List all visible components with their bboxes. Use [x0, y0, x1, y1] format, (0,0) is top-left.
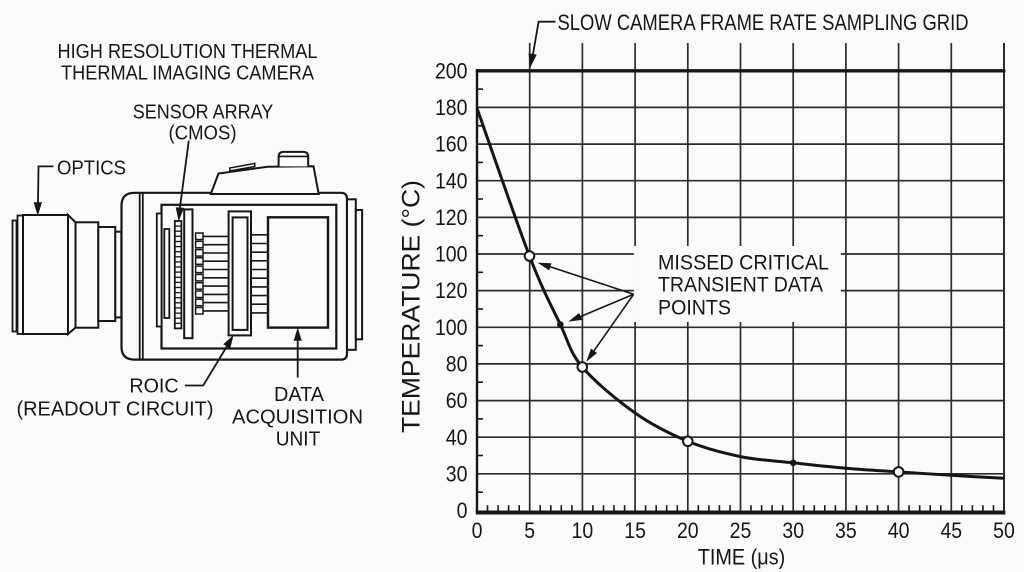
svg-text:30: 30	[446, 461, 468, 486]
svg-text:35: 35	[835, 518, 857, 543]
svg-text:120: 120	[435, 278, 468, 303]
svg-text:80: 80	[446, 352, 468, 377]
svg-text:DATA: DATA	[274, 383, 324, 406]
svg-text:5: 5	[524, 518, 535, 543]
svg-text:ROIC: ROIC	[129, 374, 178, 397]
svg-text:50: 50	[993, 518, 1015, 543]
svg-text:TEMPERATURE (°C): TEMPERATURE (°C)	[398, 180, 426, 433]
svg-text:UNIT: UNIT	[276, 428, 321, 451]
svg-text:100: 100	[435, 242, 468, 267]
svg-text:ACQUISITION: ACQUISITION	[232, 405, 363, 428]
svg-text:0: 0	[472, 518, 483, 543]
svg-text:TIME (μs): TIME (μs)	[698, 545, 786, 570]
svg-text:100: 100	[435, 315, 468, 340]
svg-text:200: 200	[435, 58, 468, 83]
svg-text:25: 25	[730, 518, 752, 543]
svg-text:10: 10	[572, 518, 594, 543]
svg-text:THERMAL IMAGING CAMERA: THERMAL IMAGING CAMERA	[61, 62, 314, 85]
svg-text:POINTS: POINTS	[658, 296, 731, 319]
svg-text:(CMOS): (CMOS)	[169, 122, 237, 145]
svg-text:OPTICS: OPTICS	[57, 157, 126, 180]
svg-text:(READOUT CIRCUIT): (READOUT CIRCUIT)	[17, 398, 214, 421]
svg-text:180: 180	[435, 95, 468, 120]
svg-text:140: 140	[435, 168, 468, 193]
svg-text:40: 40	[446, 425, 468, 450]
svg-text:TRANSIENT DATA: TRANSIENT DATA	[658, 274, 823, 297]
svg-text:SLOW CAMERA FRAME RATE SAMPLIN: SLOW CAMERA FRAME RATE SAMPLING GRID	[558, 10, 969, 35]
svg-text:45: 45	[940, 518, 962, 543]
svg-text:HIGH RESOLUTION THERMAL: HIGH RESOLUTION THERMAL	[58, 40, 318, 63]
svg-text:15: 15	[624, 518, 646, 543]
svg-text:SENSOR ARRAY: SENSOR ARRAY	[133, 101, 274, 124]
svg-text:20: 20	[677, 518, 699, 543]
svg-text:120: 120	[435, 205, 468, 230]
svg-text:30: 30	[782, 518, 804, 543]
svg-text:40: 40	[888, 518, 910, 543]
svg-text:MISSED CRITICAL: MISSED CRITICAL	[658, 252, 829, 275]
svg-text:0: 0	[457, 498, 468, 523]
svg-text:60: 60	[446, 388, 468, 413]
svg-text:160: 160	[435, 132, 468, 157]
